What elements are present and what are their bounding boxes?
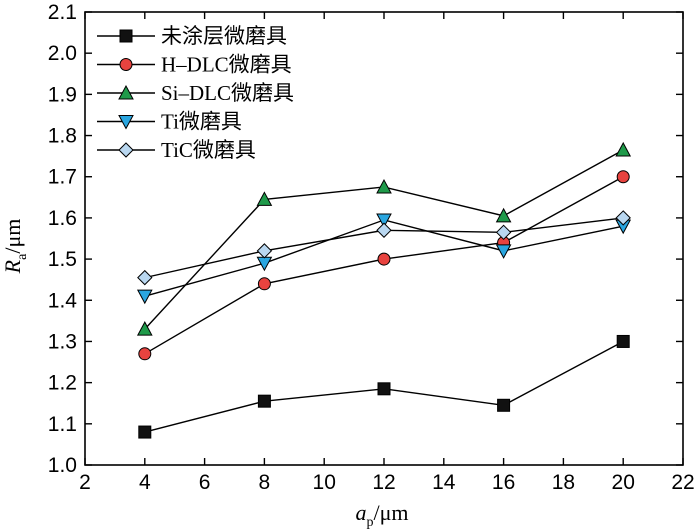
- data-point: [257, 394, 271, 408]
- data-point: [256, 191, 273, 206]
- data-point: [495, 207, 512, 223]
- x-tick-label: 8: [259, 471, 271, 494]
- legend-marker: [119, 58, 133, 71]
- series-2: [138, 170, 630, 361]
- y-tick-label: 1.2: [48, 372, 77, 395]
- data-point: [615, 141, 632, 157]
- data-point: [616, 170, 630, 184]
- y-tick-label: 1.8: [48, 125, 77, 148]
- legend-entry: 未涂层微磨具: [97, 24, 287, 48]
- x-tick-label: 10: [313, 471, 336, 494]
- data-point: [495, 224, 512, 241]
- legend-marker: [118, 115, 134, 130]
- data-point: [376, 222, 392, 238]
- plot-frame: [84, 11, 684, 466]
- series-line: [144, 149, 624, 330]
- data-point: [615, 210, 631, 226]
- y-tick-label: 1.3: [48, 330, 77, 353]
- x-tick-label: 18: [552, 471, 575, 494]
- x-tick-label: 6: [199, 471, 211, 494]
- y-tick-label: 1.9: [48, 83, 77, 106]
- y-tick-label: 1.0: [48, 454, 77, 477]
- data-point: [138, 425, 152, 439]
- legend-marker: [119, 29, 133, 43]
- legend-marker: [118, 84, 134, 100]
- legend-entry: Ti微磨具: [97, 110, 242, 134]
- y-axis-label: Ra/μm: [0, 219, 30, 275]
- series-5: [137, 210, 631, 286]
- y-axis-label-unit: /μm: [0, 219, 25, 254]
- y-tick-label: 1.6: [48, 207, 77, 230]
- legend-entry: H–DLC微磨具: [97, 53, 292, 77]
- x-tick-label: 12: [372, 471, 395, 494]
- series-4: [136, 213, 632, 305]
- x-tick-label: 14: [432, 471, 456, 494]
- data-point: [138, 347, 152, 361]
- legend-label: Ti微磨具: [161, 110, 242, 134]
- legend-entry: Si–DLC微磨具: [97, 81, 294, 105]
- data-point: [256, 243, 273, 259]
- x-axis-label: ap/μm: [355, 500, 408, 529]
- data-point: [376, 213, 392, 229]
- data-point: [376, 178, 392, 194]
- x-axis-label-main: a: [355, 500, 366, 525]
- y-tick-label: 2.1: [48, 1, 77, 24]
- legend-label: TiC微磨具: [161, 138, 256, 162]
- data-point: [136, 321, 153, 336]
- data-point: [377, 382, 391, 396]
- x-axis-label-unit: /μm: [373, 500, 408, 525]
- legend-label: Si–DLC微磨具: [161, 81, 294, 105]
- x-tick-label: 16: [492, 471, 515, 494]
- x-tick-label: 22: [671, 471, 694, 494]
- data-point: [497, 398, 511, 412]
- legend-label: 未涂层微磨具: [161, 24, 287, 48]
- y-axis-label-main: R: [0, 259, 25, 274]
- y-tick-label: 2.0: [48, 42, 77, 65]
- data-point: [256, 256, 273, 272]
- legend-label: H–DLC微磨具: [161, 53, 292, 77]
- x-tick-label: 20: [612, 471, 635, 494]
- x-tick-label: 2: [79, 471, 91, 494]
- y-tick-label: 1.5: [48, 248, 77, 271]
- data-point: [377, 252, 391, 266]
- y-tick-label: 1.7: [48, 166, 77, 189]
- y-axis-label-sub: a: [15, 253, 30, 260]
- y-tick-label: 1.4: [48, 289, 78, 312]
- legend-entry: TiC微磨具: [97, 138, 256, 162]
- data-point: [495, 244, 512, 259]
- data-point: [137, 269, 153, 286]
- data-point: [136, 289, 153, 305]
- y-tick-label: 1.1: [48, 413, 77, 436]
- series-1: [138, 334, 630, 439]
- series-3: [136, 141, 632, 336]
- x-axis-label-sub: p: [366, 515, 373, 529]
- data-point: [257, 277, 271, 291]
- data-point: [616, 334, 630, 348]
- x-tick-label: 4: [139, 471, 151, 494]
- legend-marker: [118, 142, 134, 158]
